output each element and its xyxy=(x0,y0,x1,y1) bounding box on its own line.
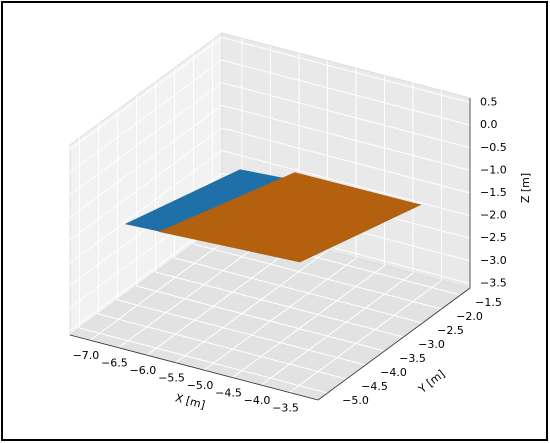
grid-line xyxy=(175,250,328,364)
z-tick-label: 0.5 xyxy=(480,96,498,109)
grid-line xyxy=(221,150,471,217)
y-tick-label: −4.5 xyxy=(361,380,388,393)
axis-line xyxy=(69,334,319,401)
grid-line xyxy=(155,271,404,338)
x-tick-label: −6.5 xyxy=(101,357,128,370)
surface xyxy=(158,172,422,263)
z-tick-label: −3.5 xyxy=(480,276,507,289)
grid-line xyxy=(79,327,328,394)
grid-line xyxy=(193,243,442,310)
grid-line xyxy=(69,104,223,218)
grid-line xyxy=(117,299,366,366)
y-tick-label: −3.0 xyxy=(418,338,445,351)
z-tick-label: −3.0 xyxy=(480,254,507,267)
x-tick-label: −4.0 xyxy=(244,394,271,407)
x-tick-label: −5.5 xyxy=(158,372,185,385)
z-tick-label: −0.5 xyxy=(480,141,507,154)
grid-line xyxy=(118,235,271,349)
grid-line xyxy=(221,59,471,126)
grid-line xyxy=(203,257,357,371)
grid-line xyxy=(146,242,300,356)
grid-line xyxy=(221,37,471,104)
grid-line xyxy=(221,127,471,194)
z-tick-label: −1.0 xyxy=(480,163,507,176)
axis-line xyxy=(317,287,471,401)
grid-line xyxy=(69,37,223,150)
grid-line xyxy=(69,127,223,241)
grid-line xyxy=(174,257,423,324)
grid-line xyxy=(98,313,347,380)
y-tick-label: −2.0 xyxy=(456,310,483,323)
grid-line xyxy=(69,150,223,264)
z-tick-label: 0.0 xyxy=(480,118,498,131)
y-tick-label: −1.5 xyxy=(475,296,502,309)
grid-line xyxy=(221,104,471,171)
grid-line xyxy=(260,272,414,386)
x-tick-label: −7.0 xyxy=(73,349,100,362)
y-tick-label: −3.5 xyxy=(399,352,426,365)
z-tick-label: −2.0 xyxy=(480,209,507,222)
z-axis-label: Z [m] xyxy=(519,173,532,203)
x-tick-label: −4.5 xyxy=(215,387,242,400)
grid-line xyxy=(221,82,471,149)
x-tick-label: −5.0 xyxy=(187,379,214,392)
y-tick-label: −2.5 xyxy=(437,324,464,337)
y-tick-label: −5.0 xyxy=(342,394,369,407)
y-tick-label: −4.0 xyxy=(380,366,407,379)
x-tick-label: −3.5 xyxy=(272,402,299,415)
grid-line xyxy=(69,82,223,196)
grid-line xyxy=(136,285,385,352)
grid-line xyxy=(289,280,442,393)
grid-line xyxy=(89,227,243,341)
grid-line xyxy=(232,265,385,378)
z-tick-label: −1.5 xyxy=(480,186,507,199)
x-tick-label: −6.0 xyxy=(130,364,157,377)
z-tick-label: −2.5 xyxy=(480,231,507,244)
grid-line xyxy=(69,59,223,173)
